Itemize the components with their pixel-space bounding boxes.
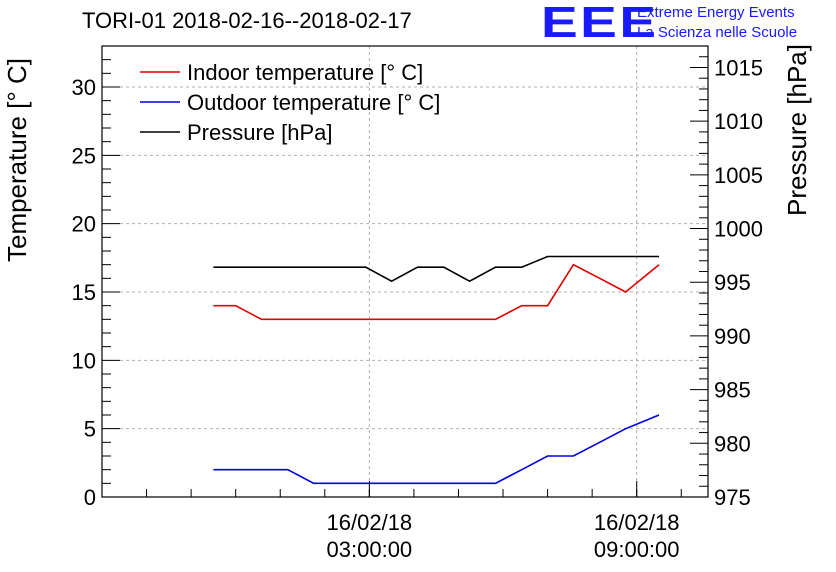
series-line-1 <box>213 263 660 321</box>
series-line-3 <box>213 255 659 283</box>
plot-frame <box>101 45 709 498</box>
y2-tick-label: 980 <box>714 431 751 456</box>
y2-tick-label: 985 <box>714 378 751 403</box>
y-tick-label: 15 <box>72 280 96 305</box>
y2-tick-label: 1015 <box>714 55 763 80</box>
y2-axis-label: Pressure [hPa] <box>782 44 812 216</box>
x-tick-date: 16/02/18 <box>327 510 413 535</box>
y-axis-label: Temperature [° C] <box>2 58 32 262</box>
x-tick-time: 03:00:00 <box>327 537 413 562</box>
legend-layer: Indoor temperature [° C] Outdoor temperat… <box>140 60 440 145</box>
x-tick-date: 16/02/18 <box>594 510 680 535</box>
y2-tick-label: 1005 <box>714 163 763 188</box>
legend-label-2: Outdoor temperature [° C] <box>187 90 440 115</box>
legend-label-3: Pressure [hPa] <box>187 120 333 145</box>
eee-logo-mark: EEE <box>541 0 659 47</box>
y-tick-label: 30 <box>72 75 96 100</box>
y2-tick-label: 995 <box>714 270 751 295</box>
y-tick-label: 0 <box>84 485 96 510</box>
grid-layer <box>102 46 708 497</box>
series-line-2 <box>213 414 660 485</box>
legend-label-1: Indoor temperature [° C] <box>187 60 423 85</box>
y2-tick-label: 990 <box>714 324 751 349</box>
y-tick-label: 5 <box>84 417 96 442</box>
y-tick-label: 10 <box>72 348 96 373</box>
series-layer <box>213 255 660 485</box>
logo-line-2: La Scienza nelle Scuole <box>637 24 798 41</box>
chart-title: TORI-01 2018-02-16--2018-02-17 <box>82 8 412 33</box>
logo-line-1: Extreme Energy Events <box>637 4 795 21</box>
axes-layer: 0510152025309759809859909951000100510101… <box>72 45 763 562</box>
y-tick-label: 20 <box>72 212 96 237</box>
y-tick-label: 25 <box>72 143 96 168</box>
y2-tick-label: 1000 <box>714 217 763 242</box>
y2-tick-label: 975 <box>714 485 751 510</box>
y2-tick-label: 1010 <box>714 109 763 134</box>
x-tick-time: 09:00:00 <box>594 537 680 562</box>
